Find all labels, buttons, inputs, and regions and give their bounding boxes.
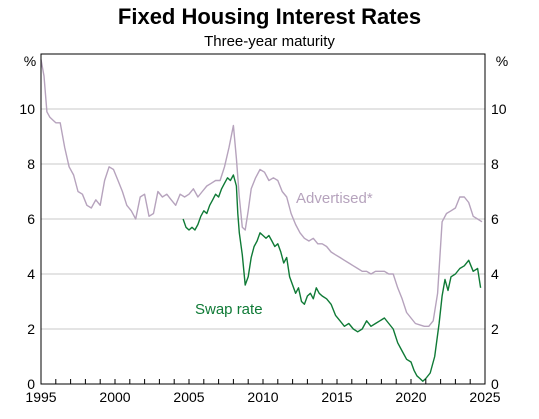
y-tick-label-left-2: 2 bbox=[27, 321, 35, 337]
advertised-series-label: Advertised* bbox=[296, 190, 373, 207]
x-tick-label-1995: 1995 bbox=[25, 389, 56, 405]
x-tick-label-2000: 2000 bbox=[99, 389, 130, 405]
chart-subtitle: Three-year maturity bbox=[204, 33, 335, 50]
y-tick-label-left-4: 4 bbox=[27, 266, 35, 282]
gridlines bbox=[41, 108, 485, 330]
y-tick-label-left-10: 10 bbox=[19, 101, 35, 117]
x-tick-label-2010: 2010 bbox=[247, 389, 278, 405]
x-tick-label-2020: 2020 bbox=[395, 389, 426, 405]
y-tick-label-right-0: 0 bbox=[491, 376, 499, 392]
series-line-0 bbox=[40, 59, 483, 327]
x-tick-label-2025: 2025 bbox=[469, 389, 500, 405]
chart-title: Fixed Housing Interest Rates bbox=[118, 4, 421, 29]
axes: 0 0 2 2 4 4 6 6 8 8 10 10 1995 2000 2005 2010 2015 2020 20… bbox=[19, 101, 506, 405]
right-axis-unit: % bbox=[496, 53, 508, 69]
series-line-1 bbox=[182, 174, 482, 382]
y-tick-label-right-2: 2 bbox=[491, 321, 499, 337]
left-axis-unit: % bbox=[24, 53, 36, 69]
y-tick-label-left-0: 0 bbox=[27, 376, 35, 392]
series-lines bbox=[40, 59, 483, 382]
y-tick-label-right-6: 6 bbox=[491, 211, 499, 227]
y-tick-label-left-8: 8 bbox=[27, 156, 35, 172]
y-tick-label-right-8: 8 bbox=[491, 156, 499, 172]
swap-rate-series-label: Swap rate bbox=[195, 301, 263, 318]
y-tick-label-right-4: 4 bbox=[491, 266, 499, 282]
y-tick-label-right-10: 10 bbox=[491, 101, 507, 117]
x-tick-label-2005: 2005 bbox=[173, 389, 204, 405]
x-tick-label-2015: 2015 bbox=[321, 389, 352, 405]
y-tick-label-left-6: 6 bbox=[27, 211, 35, 227]
